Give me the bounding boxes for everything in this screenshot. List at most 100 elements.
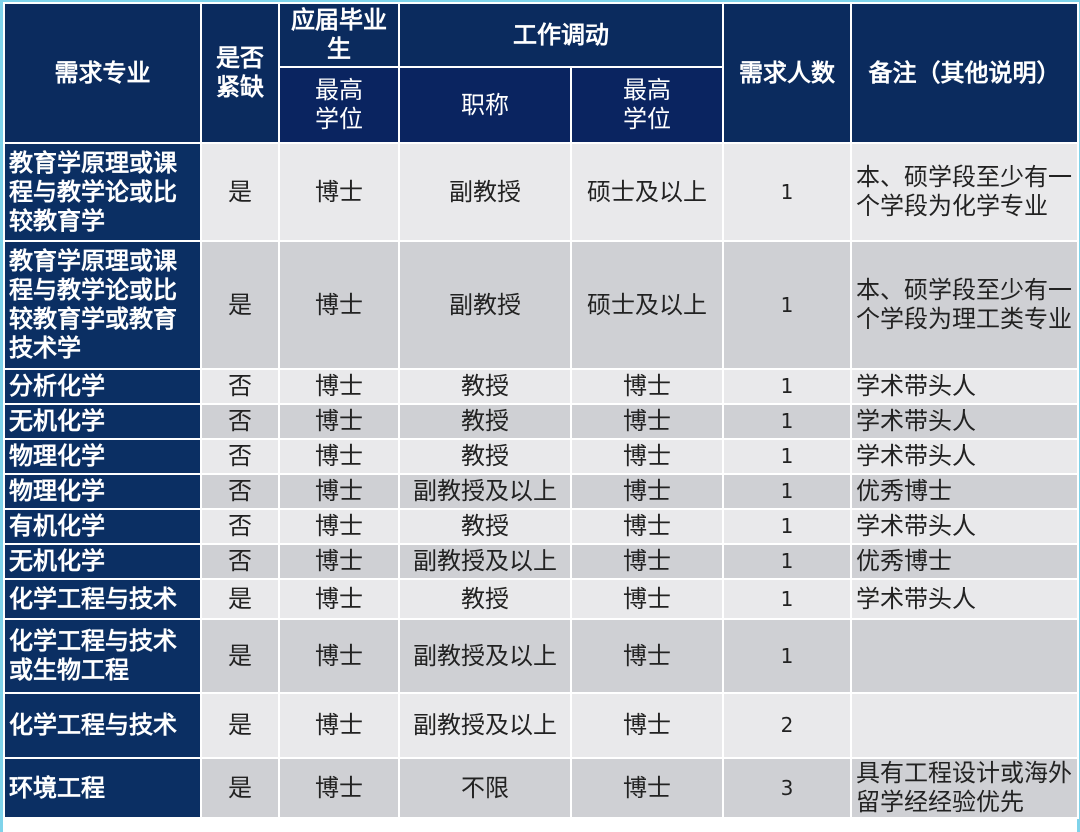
- table-row: 无机化学否博士 副教授及以上 博士 1 优秀博士: [3, 543, 1079, 580]
- cell-note: 学术带头人: [850, 508, 1079, 545]
- cell-grad-degree: 博士: [278, 508, 400, 545]
- cell-transfer-degree: 硕士及以上: [570, 240, 724, 370]
- cell-count: 1: [722, 403, 852, 440]
- cell-transfer-degree: 硕士及以上: [570, 142, 724, 242]
- cell-grad-degree: 博士: [278, 240, 400, 370]
- cell-major: 物理化学: [3, 438, 202, 475]
- cell-count: 1: [722, 438, 852, 475]
- table-row: 分析化学否博士 教授 博士 1 学术带头人: [3, 368, 1079, 405]
- cell-title: 副教授: [398, 142, 572, 242]
- cell-count: 1: [722, 368, 852, 405]
- cell-grad-degree: 博士: [278, 757, 400, 819]
- cell-title: 副教授: [398, 240, 572, 370]
- cell-transfer-degree: 博士: [570, 368, 724, 405]
- cell-note: [850, 692, 1079, 759]
- cell-title: 不限: [398, 757, 572, 819]
- cell-count: 1: [722, 142, 852, 242]
- cell-shortage: 否: [200, 403, 280, 440]
- cell-shortage: 是: [200, 142, 280, 242]
- cell-major: 物理化学: [3, 473, 202, 510]
- cell-count: 2: [722, 692, 852, 759]
- cell-major: 有机化学: [3, 508, 202, 545]
- cell-shortage: 否: [200, 508, 280, 545]
- cell-note: [850, 618, 1079, 694]
- header-note: 备注（其他说明）: [850, 2, 1079, 144]
- cell-count: 1: [722, 618, 852, 694]
- cell-transfer-degree: 博士: [570, 438, 724, 475]
- cell-grad-degree: 博士: [278, 403, 400, 440]
- cell-major: 化学工程与技术: [3, 578, 202, 620]
- cell-transfer-degree: 博士: [570, 757, 724, 819]
- table-row: 物理化学否博士 教授 博士 1 学术带头人: [3, 438, 1079, 475]
- cell-title: 副教授及以上: [398, 692, 572, 759]
- cell-major: 分析化学: [3, 368, 202, 405]
- cell-note: 本、硕学段至少有一个学段为理工类专业: [850, 240, 1079, 370]
- cell-count: 1: [722, 578, 852, 620]
- cell-title: 教授: [398, 403, 572, 440]
- cell-grad-degree: 博士: [278, 578, 400, 620]
- header-graduate: 应届毕业生: [278, 2, 400, 68]
- cell-count: 3: [722, 757, 852, 819]
- cell-grad-degree: 博士: [278, 368, 400, 405]
- cell-title: 教授: [398, 578, 572, 620]
- table-row: 无机化学否博士 教授 博士 1 学术带头人: [3, 403, 1079, 440]
- header-title: 职称: [398, 66, 572, 144]
- cell-transfer-degree: 博士: [570, 403, 724, 440]
- table-row: 物理化学否博士 副教授及以上 博士 1 优秀博士: [3, 473, 1079, 510]
- cell-grad-degree: 博士: [278, 692, 400, 759]
- cell-major: 教育学原理或课程与教学论或比较教育学: [3, 142, 202, 242]
- cell-major: 环境工程: [3, 757, 202, 819]
- cell-count: 1: [722, 473, 852, 510]
- cell-shortage: 是: [200, 578, 280, 620]
- cell-count: 1: [722, 508, 852, 545]
- cell-major: 教育学原理或课程与教学论或比较教育学或教育技术学: [3, 240, 202, 370]
- cell-transfer-degree: 博士: [570, 692, 724, 759]
- cell-shortage: 否: [200, 473, 280, 510]
- cell-transfer-degree: 博士: [570, 508, 724, 545]
- cell-transfer-degree: 博士: [570, 578, 724, 620]
- cell-count: 1: [722, 543, 852, 580]
- cell-major: 化学工程与技术: [3, 692, 202, 759]
- cell-grad-degree: 博士: [278, 438, 400, 475]
- cell-title: 副教授及以上: [398, 473, 572, 510]
- cell-shortage: 否: [200, 543, 280, 580]
- cell-note: 学术带头人: [850, 578, 1079, 620]
- cell-major: 无机化学: [3, 543, 202, 580]
- cell-note: 本、硕学段至少有一个学段为化学专业: [850, 142, 1079, 242]
- cell-note: 具有工程设计或海外留学经经验优先: [850, 757, 1079, 819]
- cell-title: 教授: [398, 508, 572, 545]
- table-row: 有机化学否博士 教授 博士 1 学术带头人: [3, 508, 1079, 545]
- table-row: 化学工程与技术或生物工程是博士 副教授及以上 博士 1: [3, 618, 1079, 694]
- cell-note: 学术带头人: [850, 438, 1079, 475]
- cell-shortage: 否: [200, 438, 280, 475]
- cell-shortage: 是: [200, 618, 280, 694]
- cell-transfer-degree: 博士: [570, 618, 724, 694]
- header-transfer: 工作调动: [398, 2, 724, 68]
- cell-note: 学术带头人: [850, 368, 1079, 405]
- table-row: 化学工程与技术是博士 副教授及以上 博士 2: [3, 692, 1079, 759]
- cell-major: 化学工程与技术或生物工程: [3, 618, 202, 694]
- cell-title: 副教授及以上: [398, 543, 572, 580]
- header-count: 需求人数: [722, 2, 852, 144]
- cell-shortage: 是: [200, 757, 280, 819]
- cell-grad-degree: 博士: [278, 543, 400, 580]
- cell-grad-degree: 博士: [278, 618, 400, 694]
- cell-count: 1: [722, 240, 852, 370]
- cell-grad-degree: 博士: [278, 473, 400, 510]
- header-major: 需求专业: [3, 2, 202, 144]
- cell-shortage: 是: [200, 692, 280, 759]
- table-row: 教育学原理或课程与教学论或比较教育学是博士 副教授 硕士及以上 1 本、硕学段至少有一个…: [3, 142, 1079, 242]
- header-shortage: 是否紧缺: [200, 2, 280, 144]
- cell-grad-degree: 博士: [278, 142, 400, 242]
- table-row: 教育学原理或课程与教学论或比较教育学或教育技术学是博士 副教授 硕士及以上 1 本、硕学…: [3, 240, 1079, 370]
- table-body: 教育学原理或课程与教学论或比较教育学是博士 副教授 硕士及以上 1 本、硕学段至少有一个…: [3, 142, 1079, 819]
- cell-shortage: 否: [200, 368, 280, 405]
- table-row: 环境工程是博士 不限 博士 3 具有工程设计或海外留学经经验优先: [3, 757, 1079, 819]
- cell-note: 优秀博士: [850, 543, 1079, 580]
- cell-transfer-degree: 博士: [570, 543, 724, 580]
- header-transfer-degree: 最高学位: [570, 66, 724, 144]
- cell-major: 无机化学: [3, 403, 202, 440]
- cell-transfer-degree: 博士: [570, 473, 724, 510]
- cell-note: 学术带头人: [850, 403, 1079, 440]
- table-row: 化学工程与技术是博士 教授 博士 1 学术带头人: [3, 578, 1079, 620]
